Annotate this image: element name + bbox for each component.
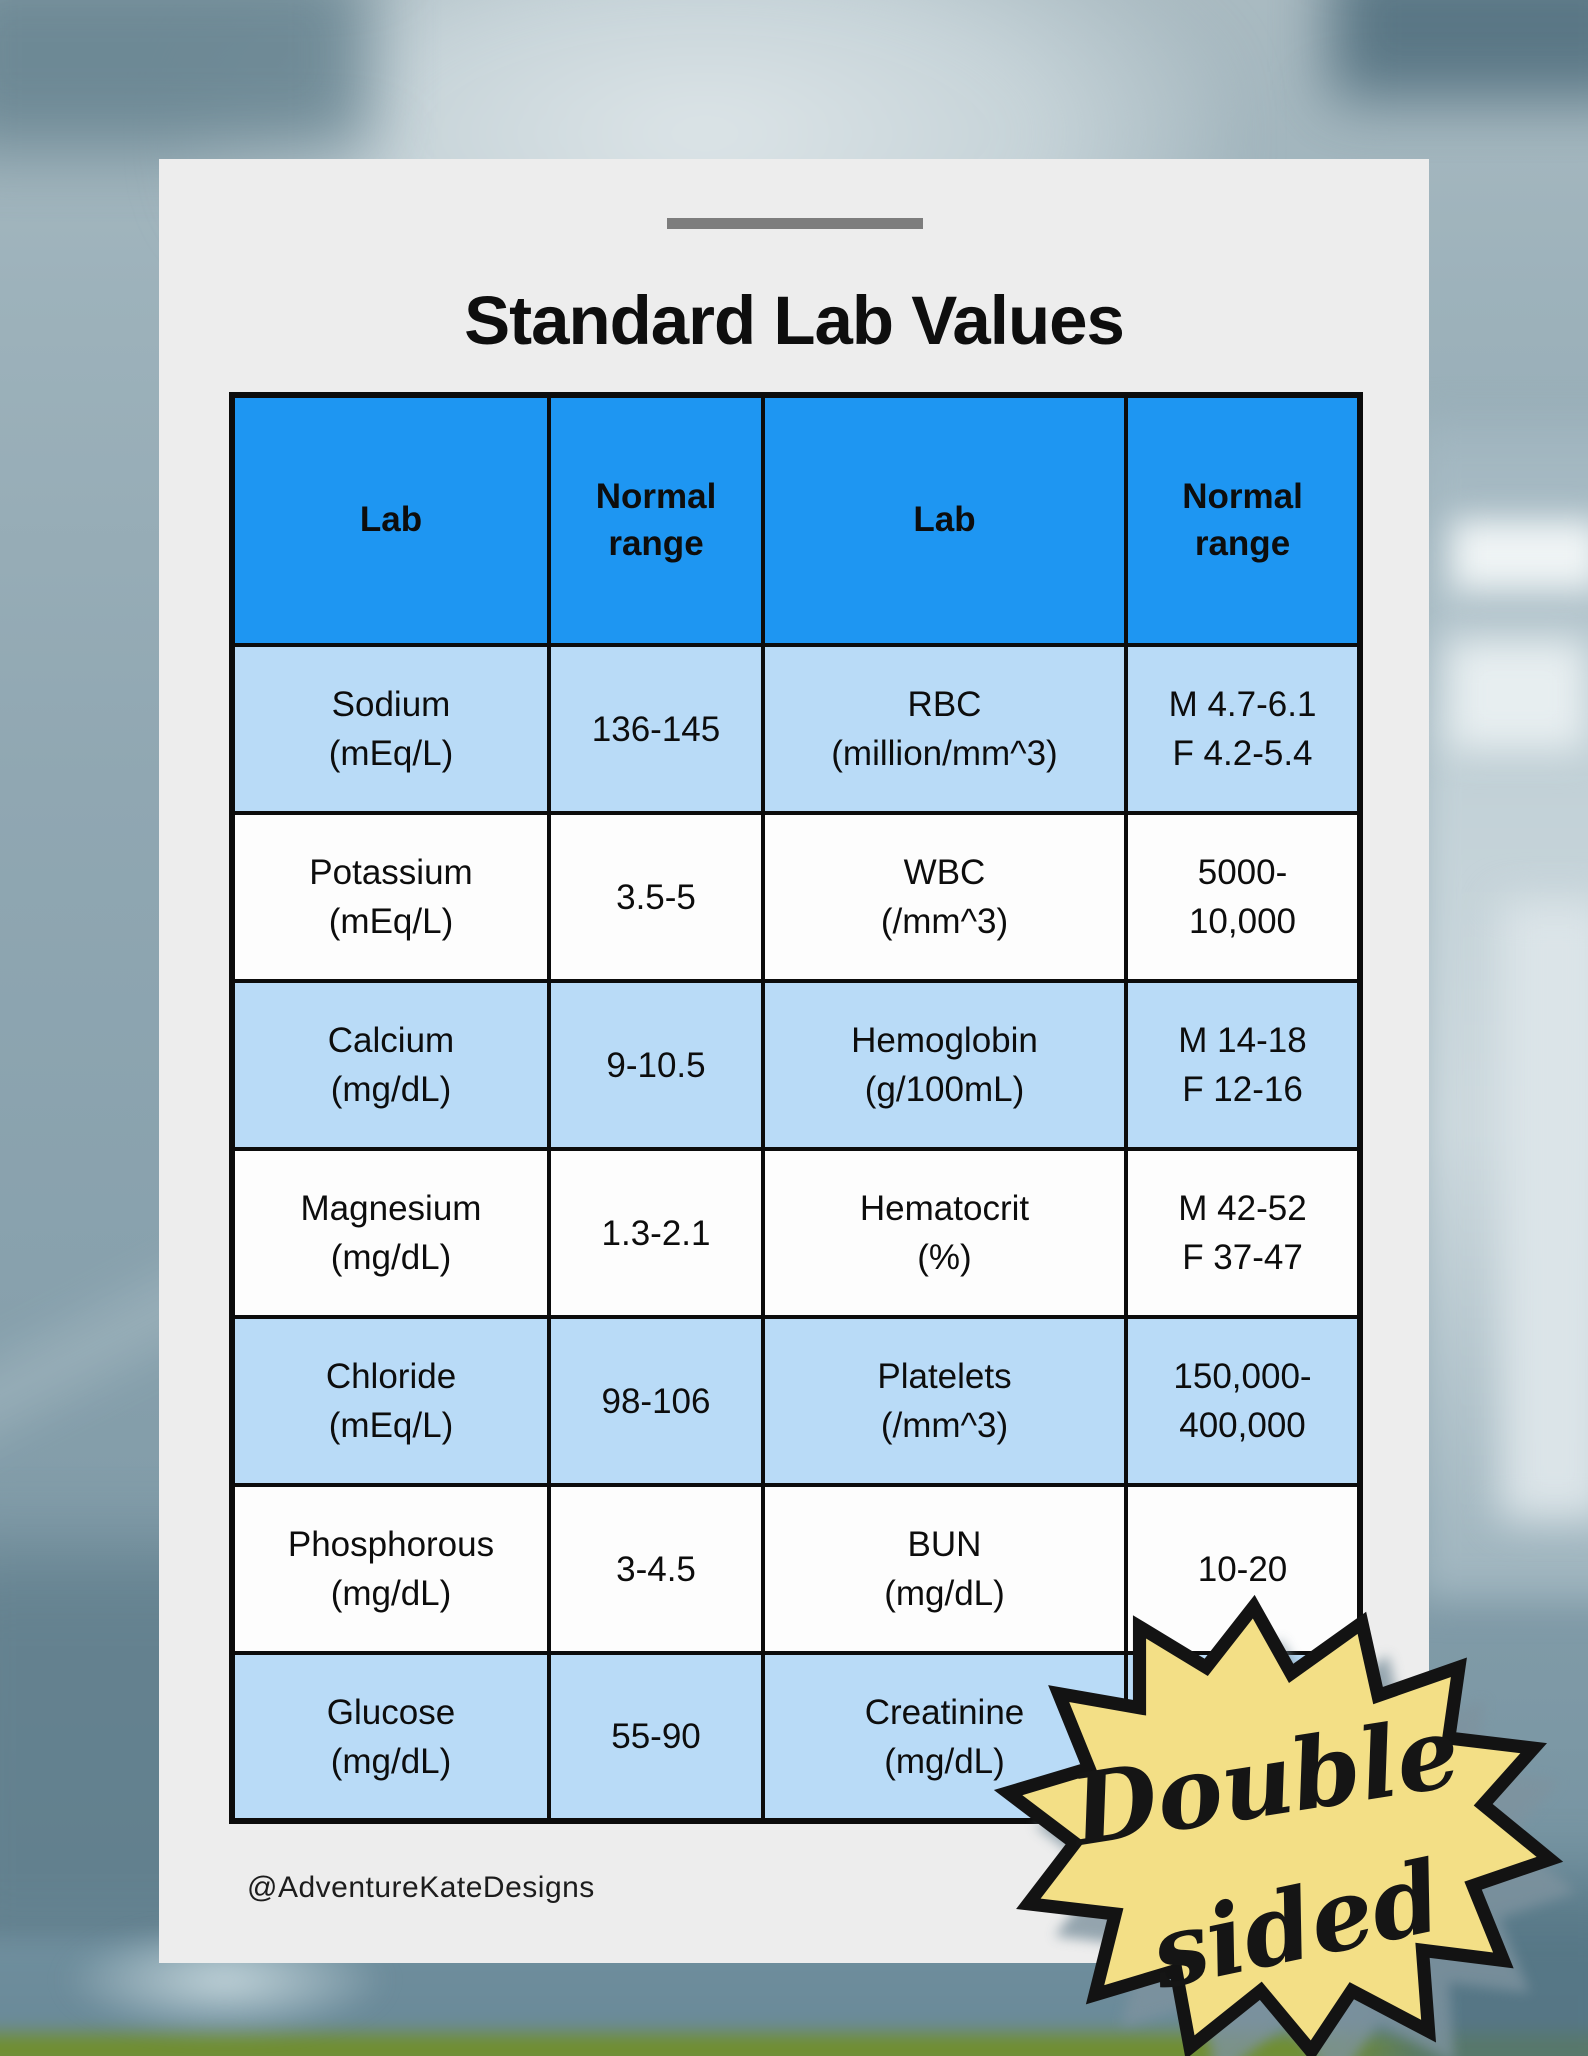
table-cell: 55-90 bbox=[547, 1651, 765, 1823]
lab-values-table: Lab Normal range Lab Normal range Sodium (mE… bbox=[229, 392, 1363, 1824]
cell-text: (mEq/L) bbox=[328, 1406, 454, 1445]
background-ceiling-edge-left bbox=[0, 0, 370, 150]
table-cell: Creatinine (mg/dL) bbox=[761, 1651, 1128, 1823]
cell-text: Platelets bbox=[877, 1357, 1012, 1396]
table-cell: Potassium (mEq/L) bbox=[230, 811, 551, 983]
cell-text: Phosphorous bbox=[287, 1525, 495, 1564]
cell-text: Hematocrit bbox=[859, 1189, 1030, 1228]
table-cell: 150,000- 400,000 bbox=[1124, 1315, 1362, 1487]
cell-text: 136-145 bbox=[591, 709, 721, 749]
background-ceiling-edge-right bbox=[1330, 0, 1588, 100]
cell-text: (g/100mL) bbox=[864, 1070, 1025, 1109]
cell-text: Chloride bbox=[325, 1357, 457, 1396]
table-row: Calcium (mg/dL) 9-10.5 Hemoglobin (g/100mL) M… bbox=[230, 979, 1362, 1151]
cell-text: (mg/dL) bbox=[330, 1070, 452, 1109]
table-cell: Platelets (/mm^3) bbox=[761, 1315, 1128, 1487]
table-cell: Hemoglobin (g/100mL) bbox=[761, 979, 1128, 1151]
table-cell: 3.5-5 bbox=[547, 811, 765, 983]
cell-text: (%) bbox=[917, 1238, 972, 1277]
cell-text: (/mm^3) bbox=[880, 902, 1009, 941]
table-row: Potassium (mEq/L) 3.5-5 WBC (/mm^3) 5000- 10,0… bbox=[230, 811, 1362, 983]
cell-text: 5000- bbox=[1197, 853, 1288, 892]
cell-text: Magnesium bbox=[300, 1189, 482, 1228]
background-bright-pillar bbox=[1500, 900, 1588, 1520]
table-cell: BUN (mg/dL) bbox=[761, 1483, 1128, 1655]
cell-text: M 42-52 bbox=[1178, 1189, 1307, 1228]
background-right-wall bbox=[1418, 420, 1588, 1600]
cell-text: (mg/dL) bbox=[330, 1741, 452, 1781]
flyer-card: Standard Lab Values Lab Normal range Lab No… bbox=[159, 159, 1429, 1963]
cell-text: (mg/dL) bbox=[330, 1238, 452, 1277]
table-row: Phosphorous (mg/dL) 3-4.5 BUN (mg/dL) 10-20 bbox=[230, 1483, 1362, 1655]
table-cell: Phosphorous (mg/dL) bbox=[230, 1483, 551, 1655]
table-cell: Calcium (mg/dL) bbox=[230, 979, 551, 1151]
cell-text: M 14-18 bbox=[1178, 1021, 1307, 1060]
background-window-light bbox=[1452, 520, 1588, 590]
cell-text: Potassium bbox=[309, 853, 473, 892]
table-cell: WBC (/mm^3) bbox=[761, 811, 1128, 983]
table-cell: M 4.7-6.1 F 4.2-5.4 bbox=[1124, 643, 1362, 815]
table-cell: 1.3-2.1 bbox=[547, 1147, 765, 1319]
table-cell: RBC (million/mm^3) bbox=[761, 643, 1128, 815]
table-cell: 5000- 10,000 bbox=[1124, 811, 1362, 983]
column-header: Lab bbox=[230, 393, 551, 647]
cell-text: 400,000 bbox=[1179, 1406, 1306, 1445]
cell-text: F 12-16 bbox=[1182, 1070, 1303, 1109]
background-window-light bbox=[1448, 640, 1588, 750]
table-header-row: Lab Normal range Lab Normal range bbox=[230, 393, 1362, 647]
cell-text: (mEq/L) bbox=[328, 734, 454, 773]
cell-text: (million/mm^3) bbox=[831, 734, 1058, 773]
credit-handle: @AdventureKateDesigns bbox=[247, 1871, 595, 1904]
table-cell: Magnesium (mg/dL) bbox=[230, 1147, 551, 1319]
cell-text: (mEq/L) bbox=[328, 902, 454, 941]
cell-text: F 37-47 bbox=[1182, 1238, 1303, 1277]
cell-text: 55-90 bbox=[611, 1717, 701, 1756]
cell-text: (/mm^3) bbox=[880, 1406, 1009, 1445]
cell-text: WBC bbox=[903, 853, 986, 892]
double-sided-badge: Double sided bbox=[993, 1594, 1577, 2056]
table-row: Magnesium (mg/dL) 1.3-2.1 Hematocrit (%) M 42… bbox=[230, 1147, 1362, 1319]
cell-text: RBC bbox=[907, 685, 982, 724]
cell-text: Calcium bbox=[327, 1021, 455, 1060]
table-cell: 3-4.5 bbox=[547, 1483, 765, 1655]
column-header: Normal range bbox=[547, 393, 765, 647]
cell-text: 9-10.5 bbox=[606, 1045, 706, 1085]
cell-text: Hemoglobin bbox=[851, 1021, 1038, 1060]
cell-text: 98-106 bbox=[601, 1381, 711, 1421]
table-cell: Glucose (mg/dL) bbox=[230, 1651, 551, 1823]
cell-text: 150,000- bbox=[1173, 1357, 1312, 1396]
cell-text: Glucose bbox=[326, 1692, 456, 1732]
table-cell: Chloride (mEq/L) bbox=[230, 1315, 551, 1487]
cell-text: Creatinine bbox=[864, 1692, 1025, 1732]
cell-text: 3-4.5 bbox=[616, 1549, 696, 1589]
cell-text: 3.5-5 bbox=[616, 877, 696, 917]
table-row: Chloride (mEq/L) 98-106 Platelets (/mm^3) 150… bbox=[230, 1315, 1362, 1487]
column-header: Normal range bbox=[1124, 393, 1362, 647]
table-cell: 9-10.5 bbox=[547, 979, 765, 1151]
cell-text: BUN bbox=[907, 1525, 982, 1564]
table-cell: M 14-18 F 12-16 bbox=[1124, 979, 1362, 1151]
table-cell: 98-106 bbox=[547, 1315, 765, 1487]
cell-text: 10-20 bbox=[1197, 1549, 1288, 1589]
cell-text: (mg/dL) bbox=[330, 1574, 452, 1613]
cell-text: 1.3-2.1 bbox=[601, 1213, 711, 1253]
cell-text: Sodium bbox=[331, 685, 451, 724]
cell-text: (mg/dL) bbox=[884, 1574, 1005, 1613]
column-header: Lab bbox=[761, 393, 1128, 647]
cell-text: M 4.7-6.1 bbox=[1168, 685, 1317, 724]
table-cell: Sodium (mEq/L) bbox=[230, 643, 551, 815]
cell-text: 10,000 bbox=[1188, 902, 1297, 941]
table-cell: 136-145 bbox=[547, 643, 765, 815]
page-title: Standard Lab Values bbox=[464, 282, 1125, 359]
table-cell: M 42-52 F 37-47 bbox=[1124, 1147, 1362, 1319]
table-cell: Hematocrit (%) bbox=[761, 1147, 1128, 1319]
cell-text: (mg/dL) bbox=[884, 1741, 1005, 1781]
title-accent-line bbox=[667, 218, 923, 229]
table-row: Sodium (mEq/L) 136-145 RBC (million/mm^3) M 4… bbox=[230, 643, 1362, 815]
cell-text: F 4.2-5.4 bbox=[1172, 734, 1313, 773]
